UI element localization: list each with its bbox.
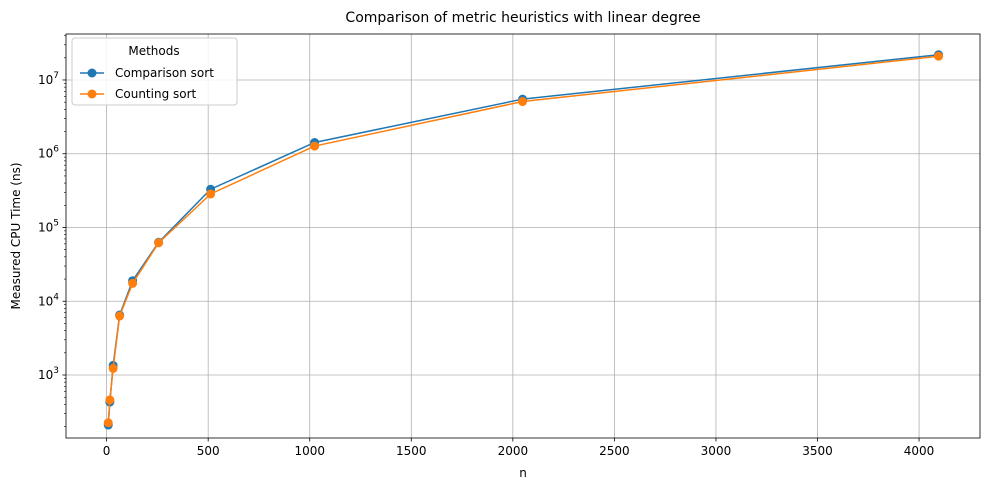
y-tick-label: 107 [38,71,59,87]
legend-marker-comparison [87,68,97,78]
data-point [206,189,216,199]
y-tick-label: 103 [38,366,59,382]
x-tick-label: 4000 [904,444,935,458]
x-tick-label: 2500 [599,444,630,458]
x-axis: 0 500 1000 1500 2000 2500 3000 3500 4000 [103,438,935,458]
data-point [105,395,115,405]
y-tick-label: 105 [38,218,59,234]
x-axis-label: n [519,466,527,480]
y-tick-label: 106 [38,145,59,161]
series-counting-sort [103,51,944,428]
data-point [115,311,125,321]
data-point [108,363,118,373]
x-tick-label: 0 [103,444,111,458]
data-point [518,97,528,107]
x-tick-label: 500 [197,444,220,458]
x-tick-label: 3500 [802,444,833,458]
legend-frame [71,37,238,106]
y-tick-label: 104 [38,292,59,308]
chart-title: Comparison of metric heuristics with lin… [345,10,700,26]
legend-title: Methods [128,44,179,58]
legend-label-comparison: Comparison sort [115,66,214,80]
data-point [154,238,164,248]
y-axis: 103 104 105 106 107 [38,35,66,427]
y-axis-label: Measured CPU Time (ns) [9,162,23,309]
data-point [128,278,138,288]
x-tick-label: 1000 [294,444,325,458]
series-line [107,53,939,426]
data-point [310,141,320,151]
x-tick-label: 1500 [396,444,427,458]
x-tick-label: 3000 [701,444,732,458]
plot-frame [65,33,981,439]
legend-marker-counting [87,89,97,99]
grid [66,34,980,438]
data-point [934,51,944,61]
legend: Methods Comparison sort Counting sort [71,37,238,106]
legend-label-counting: Counting sort [115,87,197,101]
series-line [107,55,939,423]
x-tick-label: 2000 [498,444,529,458]
series-group [103,50,944,430]
data-point [103,418,113,428]
